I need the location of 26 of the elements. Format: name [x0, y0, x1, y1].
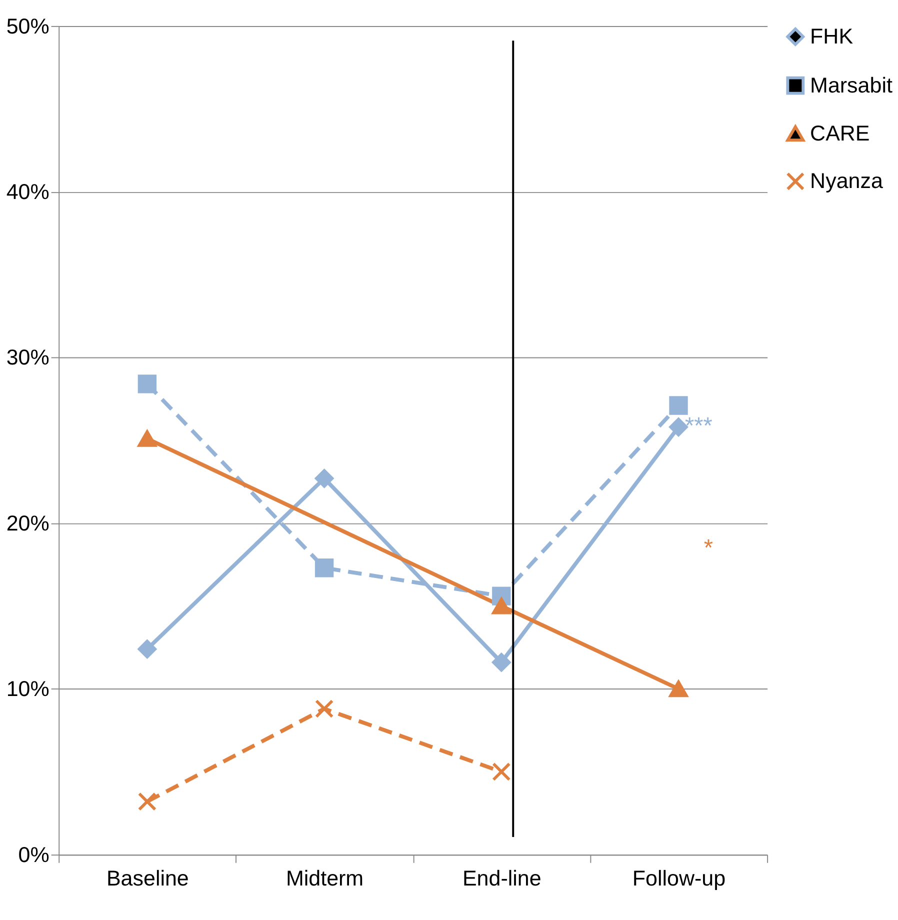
y-tick-label: 30%	[6, 346, 50, 370]
point	[314, 699, 334, 718]
legend-label: CARE	[810, 121, 870, 146]
y-tick-label: 20%	[6, 511, 50, 536]
point	[492, 762, 511, 782]
point	[669, 396, 688, 415]
legend-label: FHK	[810, 24, 854, 49]
legend-label: Nyanza	[810, 169, 883, 194]
annotation: *	[704, 534, 713, 561]
legend-label: Marsabit	[810, 73, 892, 98]
y-tick-label: 10%	[6, 677, 50, 702]
x-tick-label: End-line	[462, 866, 542, 890]
x-tick-label: Midterm	[286, 866, 364, 890]
point	[138, 792, 157, 811]
y-tick-label: 0%	[18, 842, 50, 867]
x-tick-label: Baseline	[106, 866, 189, 890]
y-tick-label: 50%	[6, 14, 50, 38]
point	[138, 374, 157, 394]
x-tick-label: Follow-up	[632, 866, 726, 890]
point	[492, 653, 511, 672]
point	[138, 640, 157, 658]
point	[314, 469, 334, 488]
annotation: ***	[684, 412, 712, 438]
y-tick-label: 40%	[6, 180, 50, 204]
point	[138, 430, 157, 447]
point	[314, 558, 334, 578]
